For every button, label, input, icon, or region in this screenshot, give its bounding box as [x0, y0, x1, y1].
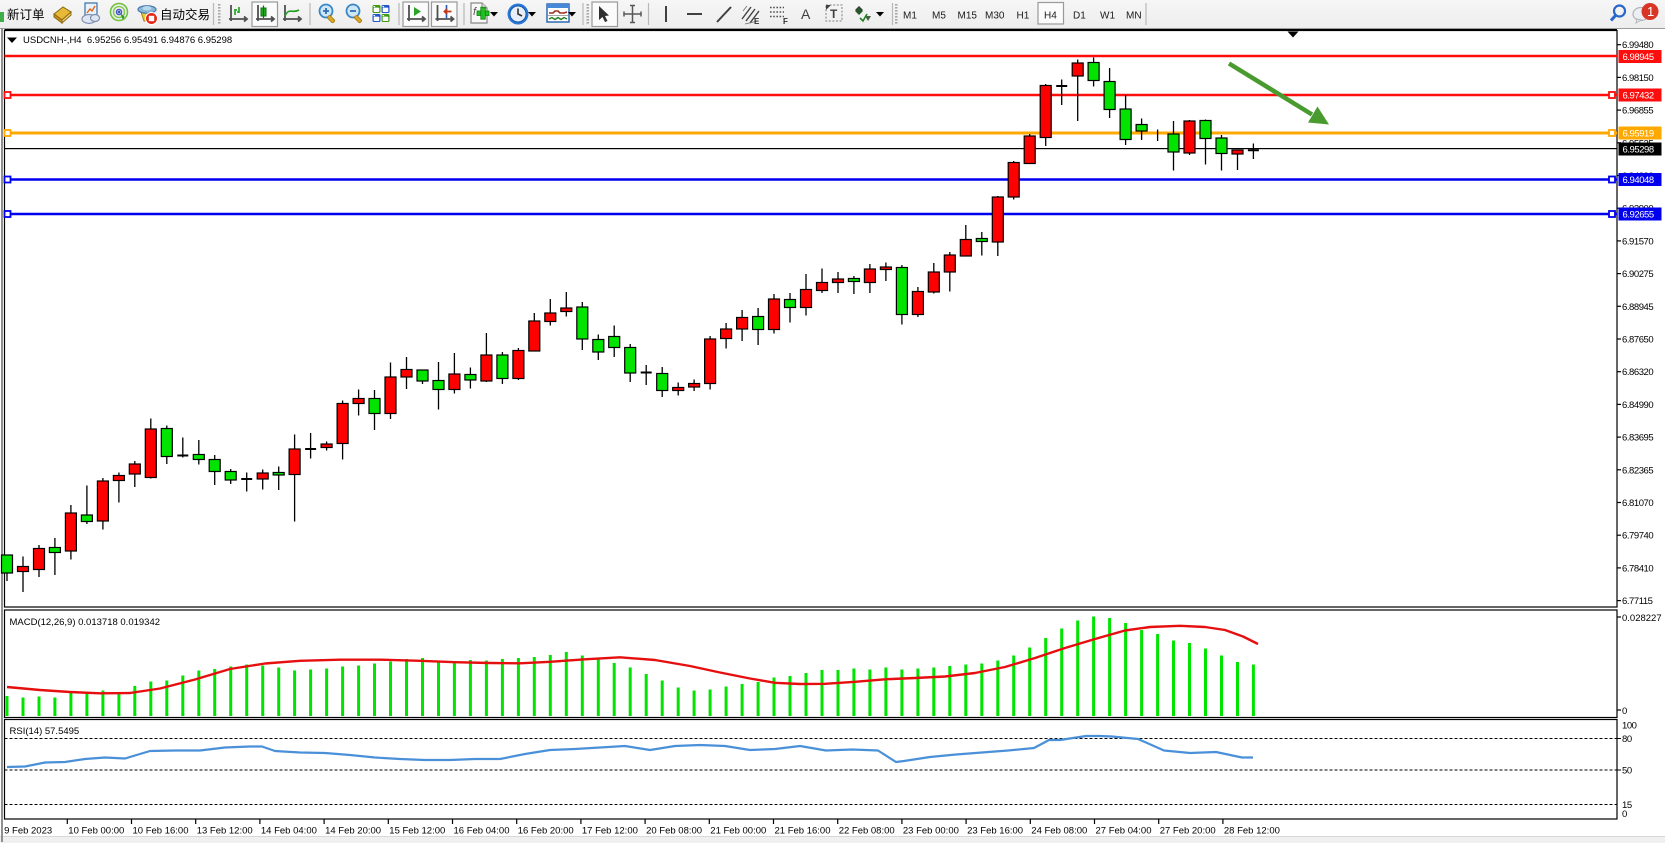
svg-text:20 Feb 08:00: 20 Feb 08:00	[646, 826, 702, 837]
svg-text:F: F	[783, 17, 788, 26]
svg-text:0.028227: 0.028227	[1622, 613, 1662, 624]
svg-text:6.98945: 6.98945	[1623, 52, 1654, 63]
svg-text:A: A	[801, 6, 811, 22]
svg-text:6.77115: 6.77115	[1622, 596, 1653, 607]
svg-text:22 Feb 08:00: 22 Feb 08:00	[839, 826, 895, 837]
svg-text:6.98150: 6.98150	[1622, 73, 1653, 84]
svg-text:27 Feb 20:00: 27 Feb 20:00	[1160, 826, 1216, 837]
svg-text:6.88945: 6.88945	[1622, 302, 1653, 313]
svg-text:23 Feb 00:00: 23 Feb 00:00	[903, 826, 959, 837]
svg-text:H1: H1	[1017, 11, 1030, 22]
svg-text:6.87650: 6.87650	[1622, 335, 1653, 346]
svg-text:6.96855: 6.96855	[1622, 106, 1653, 117]
svg-text:21 Feb 16:00: 21 Feb 16:00	[775, 826, 831, 837]
svg-text:100: 100	[1622, 721, 1637, 732]
svg-text:13 Feb 12:00: 13 Feb 12:00	[197, 826, 253, 837]
svg-text:23 Feb 16:00: 23 Feb 16:00	[967, 826, 1023, 837]
svg-text:W1: W1	[1100, 11, 1115, 22]
svg-text:80: 80	[1622, 734, 1632, 745]
svg-text:6.94048: 6.94048	[1623, 175, 1654, 186]
svg-text:6.99480: 6.99480	[1622, 40, 1653, 51]
svg-text:1: 1	[1647, 4, 1654, 19]
svg-text:10 Feb 00:00: 10 Feb 00:00	[68, 826, 124, 837]
svg-text:17 Feb 12:00: 17 Feb 12:00	[582, 826, 638, 837]
svg-text:M5: M5	[932, 11, 946, 22]
svg-text:6.95298: 6.95298	[1623, 145, 1654, 156]
svg-text:28 Feb 12:00: 28 Feb 12:00	[1224, 826, 1280, 837]
svg-text:6.86320: 6.86320	[1622, 367, 1653, 378]
svg-text:10 Feb 16:00: 10 Feb 16:00	[133, 826, 189, 837]
svg-text:自动交易: 自动交易	[160, 7, 210, 22]
svg-text:f: f	[473, 6, 477, 18]
svg-text:RSI(14) 57.5495: RSI(14) 57.5495	[10, 726, 80, 737]
svg-text:16 Feb 04:00: 16 Feb 04:00	[454, 826, 510, 837]
svg-text:6.97432: 6.97432	[1623, 91, 1654, 102]
svg-text:MACD(12,26,9) 0.013718 0.01934: MACD(12,26,9) 0.013718 0.019342	[10, 617, 161, 628]
svg-text:15 Feb 12:00: 15 Feb 12:00	[389, 826, 445, 837]
svg-text:新订单: 新订单	[7, 7, 45, 22]
svg-text:M1: M1	[903, 11, 917, 22]
svg-text:6.91570: 6.91570	[1622, 236, 1653, 247]
svg-text:6.92655: 6.92655	[1623, 210, 1654, 221]
svg-text:MN: MN	[1126, 11, 1142, 22]
svg-text:27 Feb 04:00: 27 Feb 04:00	[1096, 826, 1152, 837]
svg-text:0: 0	[1622, 706, 1627, 717]
svg-text:21 Feb 00:00: 21 Feb 00:00	[710, 826, 766, 837]
svg-text:6.78410: 6.78410	[1622, 563, 1653, 574]
svg-text:14 Feb 20:00: 14 Feb 20:00	[325, 826, 381, 837]
svg-text:6.79740: 6.79740	[1622, 531, 1653, 542]
svg-text:14 Feb 04:00: 14 Feb 04:00	[261, 826, 317, 837]
svg-text:6.95919: 6.95919	[1623, 129, 1654, 140]
svg-text:6.83695: 6.83695	[1622, 433, 1653, 444]
svg-text:9 Feb 2023: 9 Feb 2023	[4, 826, 52, 837]
svg-text:50: 50	[1622, 766, 1632, 777]
svg-text:0: 0	[1622, 809, 1627, 820]
svg-text:6.81070: 6.81070	[1622, 498, 1653, 509]
svg-text:H4: H4	[1044, 11, 1057, 22]
svg-text:M15: M15	[958, 11, 978, 22]
svg-text:D1: D1	[1073, 11, 1086, 22]
svg-text:6.90275: 6.90275	[1622, 269, 1653, 280]
svg-text:6.82365: 6.82365	[1622, 465, 1653, 476]
svg-text:15: 15	[1622, 800, 1632, 811]
svg-text:T: T	[830, 7, 838, 21]
svg-text:6.84990: 6.84990	[1622, 400, 1653, 411]
svg-text:M30: M30	[985, 11, 1005, 22]
svg-text:USDCNH-,H4 6.95256 6.95491 6.: USDCNH-,H4 6.95256 6.95491 6.94876 6.952…	[23, 35, 232, 46]
svg-text:24 Feb 08:00: 24 Feb 08:00	[1031, 826, 1087, 837]
svg-text:E: E	[754, 17, 760, 26]
svg-text:16 Feb 20:00: 16 Feb 20:00	[518, 826, 574, 837]
